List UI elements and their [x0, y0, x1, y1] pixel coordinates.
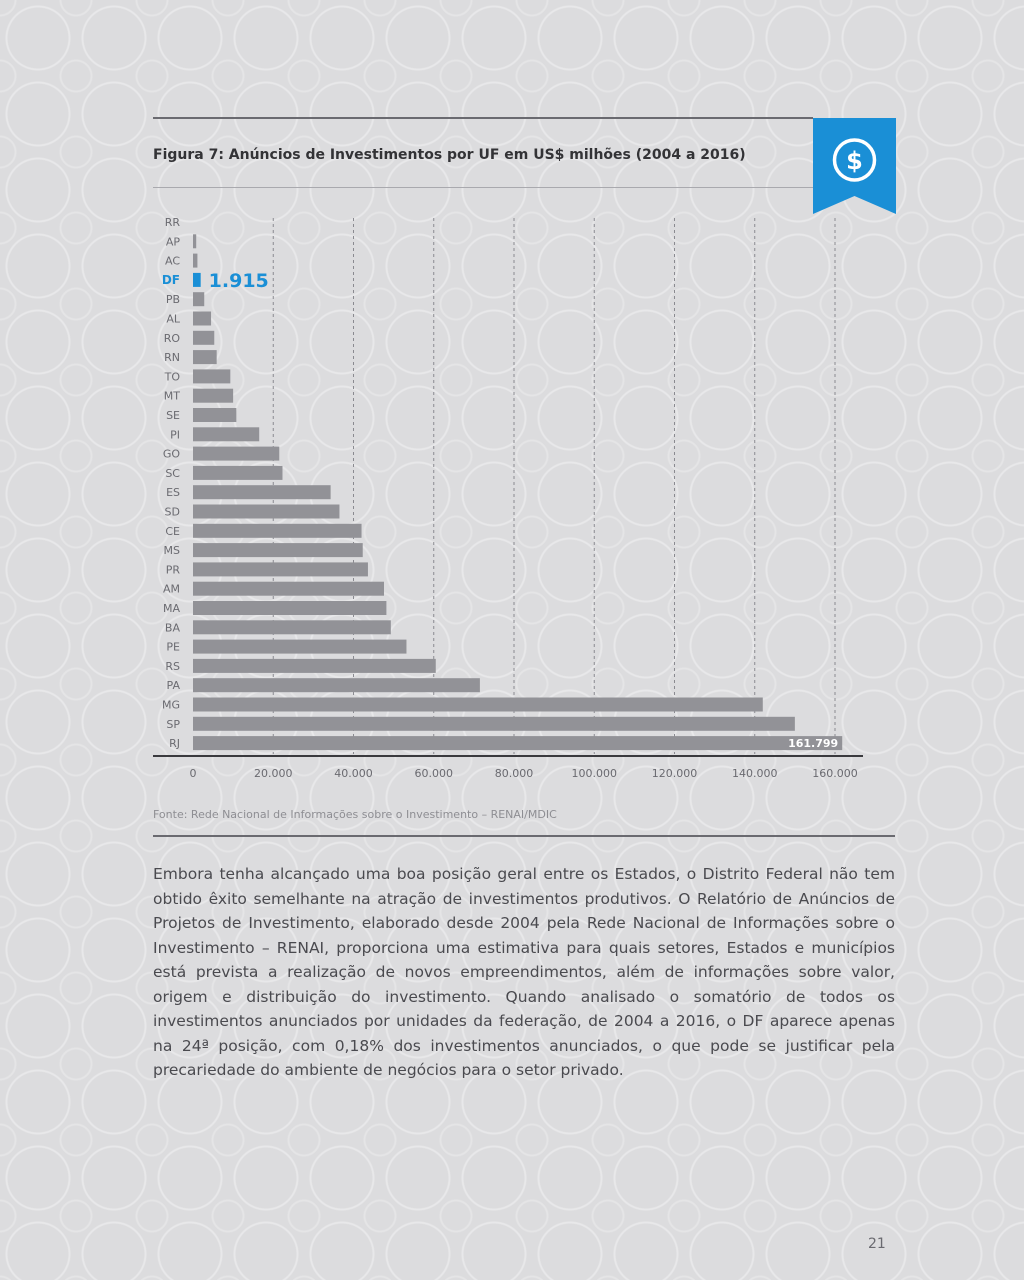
bar-sc	[193, 465, 283, 480]
y-label-rs: RS	[165, 660, 180, 673]
bar-ap	[193, 234, 197, 249]
bar-ms	[193, 543, 363, 558]
y-label-am: AM	[163, 583, 180, 596]
chart-grid	[272, 218, 836, 754]
bar-ba	[193, 620, 391, 635]
y-label-sc: SC	[165, 467, 180, 480]
y-label-rn: RN	[164, 351, 180, 364]
y-label-al: AL	[166, 313, 181, 326]
bar-rj	[193, 736, 843, 751]
bar-go	[193, 446, 280, 461]
y-label-se: SE	[166, 409, 180, 422]
chart-x-labels: 0 20.000 40.000 60.000 80.000 100.000 120.000 1…	[190, 767, 858, 780]
figure-source: Fonte: Rede Nacional de Informações sobr…	[153, 808, 557, 821]
y-label-ap: AP	[166, 235, 181, 248]
bar-ro	[193, 330, 215, 345]
bar-rn	[193, 350, 217, 365]
bar-pr	[193, 562, 368, 577]
y-label-df: DF	[162, 273, 180, 287]
y-label-pa: PA	[167, 679, 181, 692]
figure-title: Figura 7: Anúncios de Investimentos por …	[153, 147, 746, 163]
x-tick-label: 160.000	[812, 767, 858, 780]
x-tick-label: 140.000	[732, 767, 778, 780]
bar-mt	[193, 388, 234, 403]
y-label-ba: BA	[165, 621, 181, 634]
y-label-pr: PR	[166, 563, 181, 576]
figure-bottom-rule	[153, 835, 895, 837]
y-label-ce: CE	[165, 525, 180, 538]
chart-y-labels: RR AP AC DF PB AL RO RN TO MT SE PI GO SC ES SD CE MS PR AM…	[162, 216, 181, 750]
bar-sd	[193, 504, 340, 519]
bar-sp	[193, 716, 795, 731]
y-label-rr: RR	[165, 216, 181, 229]
y-label-sd: SD	[165, 506, 180, 519]
bar-rs	[193, 658, 436, 673]
dollar-icon: $	[813, 118, 896, 214]
y-label-ro: RO	[164, 332, 181, 345]
x-tick-label: 100.000	[572, 767, 618, 780]
bar-ma	[193, 601, 387, 615]
x-tick-label: 20.000	[254, 767, 293, 780]
y-label-ac: AC	[165, 255, 180, 268]
bar-pi	[193, 427, 260, 442]
y-label-rj: RJ	[169, 737, 180, 750]
x-tick-label: 40.000	[334, 767, 373, 780]
figure-title-rule	[153, 187, 813, 188]
data-label-rj: 161.799	[788, 737, 838, 750]
figure-top-rule	[153, 117, 813, 119]
x-tick-label: 60.000	[415, 767, 454, 780]
bar-mg	[193, 697, 763, 712]
bar-pe	[193, 639, 407, 654]
x-tick-label: 120.000	[652, 767, 698, 780]
body-paragraph: Embora tenha alcançado uma boa posição g…	[153, 865, 895, 1079]
y-label-to: TO	[164, 370, 181, 383]
y-label-go: GO	[163, 448, 181, 461]
y-label-mt: MT	[164, 390, 180, 403]
bar-pb	[193, 292, 205, 307]
data-label-df: 1.915	[209, 270, 269, 292]
bar-chart: 1.915 161.799 RR AP AC DF PB AL RO RN TO MT SE PI GO S…	[153, 216, 863, 780]
page-number: 21	[868, 1236, 886, 1252]
y-label-pb: PB	[166, 293, 180, 306]
bar-ce	[193, 523, 362, 538]
svg-text:$: $	[846, 147, 863, 175]
bar-am	[193, 581, 384, 596]
y-label-ma: MA	[163, 602, 180, 615]
x-tick-label: 80.000	[495, 767, 534, 780]
bar-al	[193, 311, 212, 326]
bar-pa	[193, 678, 480, 693]
y-label-es: ES	[166, 486, 180, 499]
x-tick-label: 0	[190, 767, 197, 780]
bar-df	[193, 272, 201, 287]
bar-se	[193, 408, 237, 422]
y-label-pi: PI	[170, 428, 180, 441]
y-label-ms: MS	[164, 544, 180, 557]
y-label-sp: SP	[166, 718, 180, 731]
bar-ac	[193, 253, 198, 268]
bar-es	[193, 485, 331, 500]
chart-bars: 1.915 161.799	[193, 234, 843, 751]
y-label-pe: PE	[166, 641, 180, 654]
bar-to	[193, 369, 231, 384]
y-label-mg: MG	[162, 699, 180, 712]
